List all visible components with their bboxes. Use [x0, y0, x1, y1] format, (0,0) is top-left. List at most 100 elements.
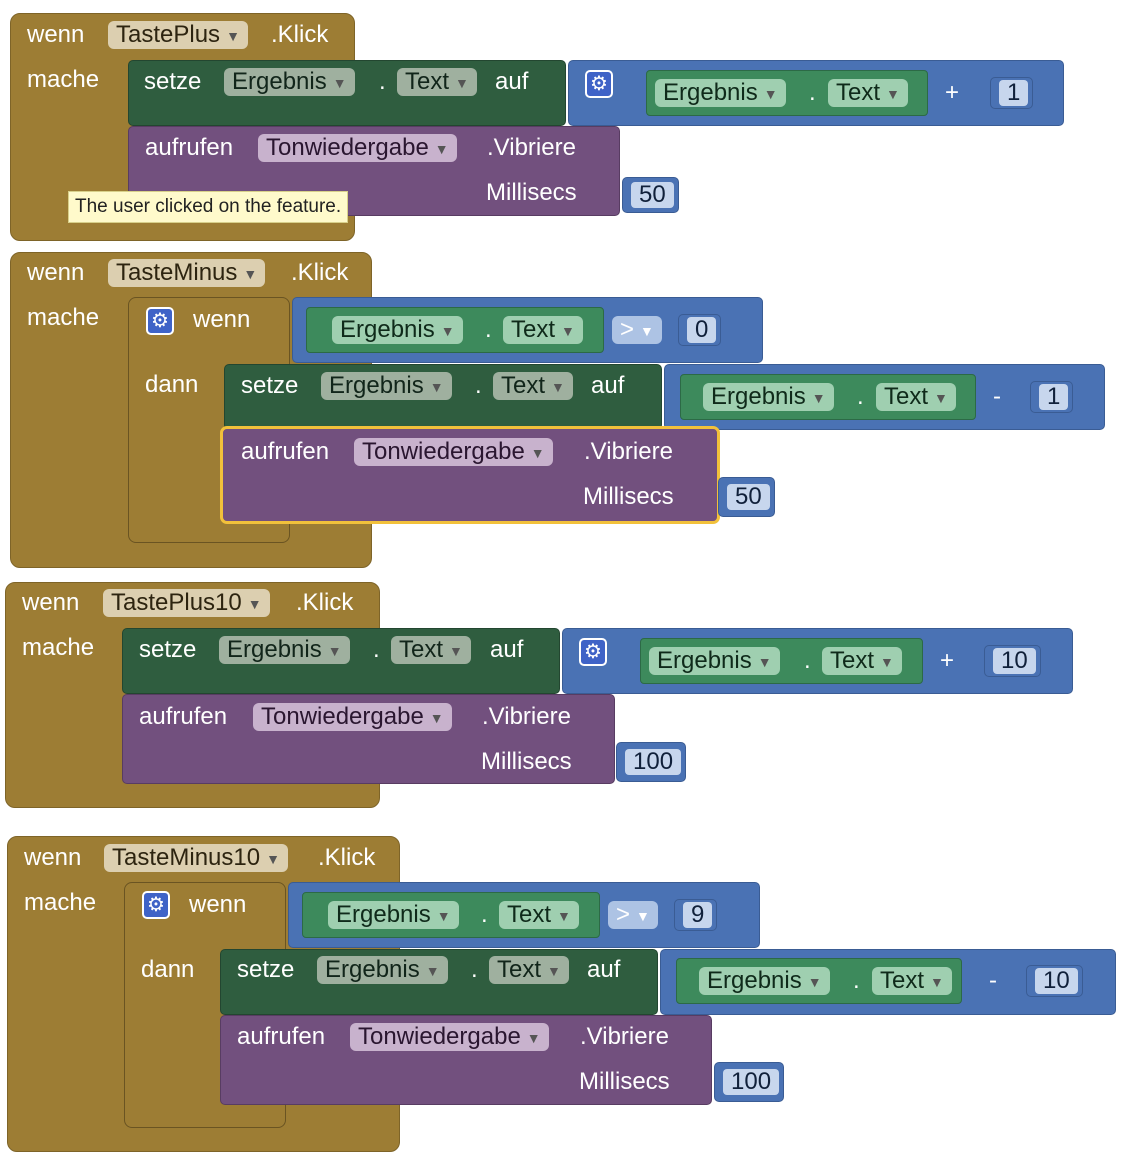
- number-block[interactable]: 50: [622, 177, 679, 213]
- dot-label: .: [809, 79, 816, 106]
- dropdown-arrow-icon: ▼: [763, 85, 778, 102]
- number-block[interactable]: 1: [990, 77, 1034, 109]
- number-block[interactable]: 100: [714, 1062, 785, 1102]
- when-label: wenn: [27, 21, 85, 48]
- property-dropdown-text[interactable]: Text ▼: [499, 901, 579, 929]
- dropdown-arrow-icon: ▼: [526, 1029, 541, 1046]
- operator-label: +: [940, 647, 955, 674]
- component-dropdown-ergebnis[interactable]: Ergebnis ▼: [321, 372, 452, 400]
- number-block[interactable]: 10: [984, 645, 1041, 677]
- number-block[interactable]: 1: [1030, 381, 1074, 413]
- component-dropdown-ergebnis[interactable]: Ergebnis ▼: [699, 967, 830, 995]
- component-dropdown-ergebnis[interactable]: Ergebnis ▼: [655, 79, 786, 107]
- component-dropdown-ergebnis[interactable]: Ergebnis ▼: [219, 636, 350, 664]
- millisecs-param-label: Millisecs: [583, 483, 674, 510]
- number-block[interactable]: 0: [678, 314, 722, 346]
- set-label: setze: [241, 372, 299, 399]
- dropdown-arrow-icon: ▼: [636, 907, 650, 924]
- dropdown-arrow-icon: ▼: [327, 642, 342, 659]
- vibrate-method-label: .Vibriere: [482, 703, 571, 730]
- component-dropdown-tasteminus[interactable]: TasteMinus ▼: [108, 259, 266, 287]
- property-dropdown-text[interactable]: Text ▼: [489, 956, 569, 984]
- do-label: mache: [22, 634, 95, 661]
- dot-label: .: [481, 901, 488, 928]
- gear-icon[interactable]: ⚙: [146, 307, 174, 335]
- dropdown-arrow-icon: ▼: [640, 322, 654, 339]
- to-label: auf: [587, 956, 621, 983]
- component-dropdown-ergebnis[interactable]: Ergebnis ▼: [224, 68, 355, 96]
- number-block[interactable]: 50: [718, 477, 775, 517]
- operator-label: +: [945, 79, 960, 106]
- if-label: wenn: [189, 891, 247, 918]
- gear-icon[interactable]: ⚙: [585, 70, 613, 98]
- vibrate-method-label: .Vibriere: [487, 134, 576, 161]
- dropdown-arrow-icon: ▼: [757, 653, 772, 670]
- vibrate-method-label: .Vibriere: [580, 1023, 669, 1050]
- dropdown-arrow-icon: ▼: [247, 595, 262, 612]
- property-dropdown-text[interactable]: Text ▼: [391, 636, 471, 664]
- property-dropdown-text[interactable]: Text ▼: [828, 79, 908, 107]
- dropdown-arrow-icon: ▼: [557, 907, 571, 924]
- component-dropdown-ergebnis[interactable]: Ergebnis ▼: [317, 956, 448, 984]
- number-block[interactable]: 100: [616, 742, 687, 782]
- dropdown-arrow-icon: ▼: [811, 389, 826, 406]
- dropdown-arrow-icon: ▼: [425, 962, 440, 979]
- number-block[interactable]: 10: [1026, 965, 1083, 997]
- dropdown-arrow-icon: ▼: [332, 74, 347, 91]
- property-dropdown-text[interactable]: Text ▼: [872, 967, 952, 995]
- dot-label: .: [857, 383, 864, 410]
- number-block[interactable]: 9: [674, 899, 718, 931]
- dot-label: .: [475, 372, 482, 399]
- call-label: aufrufen: [237, 1023, 326, 1050]
- when-label: wenn: [27, 259, 85, 286]
- dot-label: .: [373, 636, 380, 663]
- to-label: auf: [495, 68, 529, 95]
- dot-label: .: [485, 316, 492, 343]
- millisecs-param-label: Millisecs: [579, 1068, 670, 1095]
- property-dropdown-text[interactable]: Text ▼: [493, 372, 573, 400]
- dropdown-arrow-icon: ▼: [434, 140, 449, 157]
- component-dropdown-ergebnis[interactable]: Ergebnis ▼: [703, 383, 834, 411]
- click-event-label: .Klick: [318, 844, 376, 871]
- component-dropdown-tasteminus10[interactable]: TasteMinus10 ▼: [104, 844, 288, 872]
- dropdown-arrow-icon: ▼: [449, 642, 463, 659]
- component-dropdown-ergebnis[interactable]: Ergebnis ▼: [649, 647, 780, 675]
- do-label: mache: [24, 889, 97, 916]
- set-label: setze: [237, 956, 295, 983]
- to-label: auf: [490, 636, 524, 663]
- gear-icon[interactable]: ⚙: [142, 891, 170, 919]
- component-dropdown-tonwiedergabe[interactable]: Tonwiedergabe ▼: [350, 1023, 549, 1051]
- compare-operator-dropdown[interactable]: > ▼: [608, 901, 658, 929]
- property-dropdown-text[interactable]: Text ▼: [503, 316, 583, 344]
- property-dropdown-text[interactable]: Text ▼: [397, 68, 477, 96]
- component-dropdown-tonwiedergabe[interactable]: Tonwiedergabe ▼: [258, 134, 457, 162]
- dropdown-arrow-icon: ▼: [226, 27, 240, 44]
- gear-icon[interactable]: ⚙: [579, 638, 607, 666]
- operator-label: -: [993, 383, 1001, 410]
- component-dropdown-tasteplus[interactable]: TastePlus ▼: [108, 21, 248, 49]
- compare-operator-dropdown[interactable]: > ▼: [612, 316, 662, 344]
- if-label: wenn: [193, 306, 251, 333]
- component-dropdown-ergebnis[interactable]: Ergebnis ▼: [328, 901, 459, 929]
- component-dropdown-tonwiedergabe[interactable]: Tonwiedergabe ▼: [253, 703, 452, 731]
- property-dropdown-text[interactable]: Text ▼: [822, 647, 902, 675]
- component-dropdown-ergebnis[interactable]: Ergebnis ▼: [332, 316, 463, 344]
- dropdown-arrow-icon: ▼: [880, 653, 894, 670]
- dropdown-arrow-icon: ▼: [930, 973, 944, 990]
- click-event-label: .Klick: [291, 259, 349, 286]
- dropdown-arrow-icon: ▼: [436, 907, 451, 924]
- do-label: mache: [27, 66, 100, 93]
- dot-label: .: [379, 68, 386, 95]
- dropdown-arrow-icon: ▼: [429, 709, 444, 726]
- do-label: mache: [27, 304, 100, 331]
- dropdown-arrow-icon: ▼: [886, 85, 900, 102]
- dot-label: .: [804, 647, 811, 674]
- component-dropdown-tonwiedergabe[interactable]: Tonwiedergabe ▼: [354, 438, 553, 466]
- dropdown-arrow-icon: ▼: [561, 322, 575, 339]
- property-dropdown-text[interactable]: Text ▼: [876, 383, 956, 411]
- dropdown-arrow-icon: ▼: [243, 265, 258, 282]
- tooltip: The user clicked on the feature.: [68, 191, 349, 223]
- component-dropdown-tasteplus10[interactable]: TastePlus10 ▼: [103, 589, 270, 617]
- dropdown-arrow-icon: ▼: [266, 850, 280, 867]
- dropdown-arrow-icon: ▼: [551, 378, 565, 395]
